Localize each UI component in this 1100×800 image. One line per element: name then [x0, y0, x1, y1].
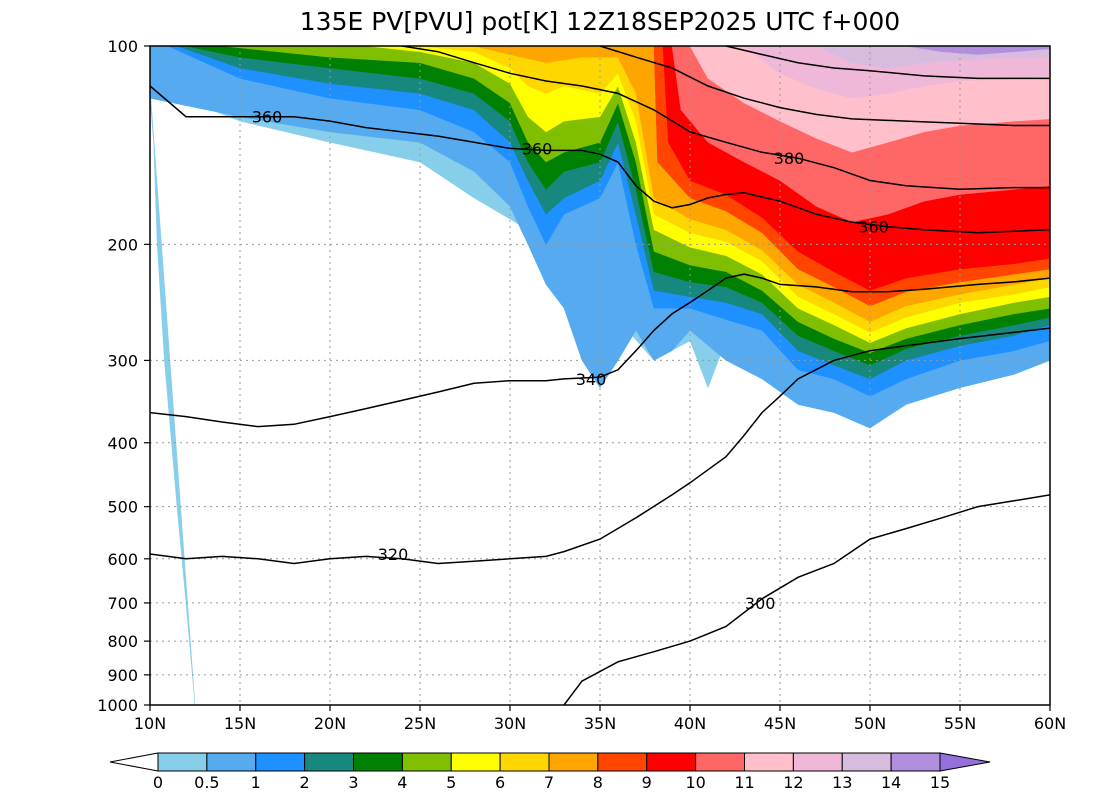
y-tick-label: 300	[107, 351, 138, 370]
theta-contour-320	[150, 327, 1050, 565]
x-tick-label: 55N	[944, 714, 976, 733]
theta-contour-380	[401, 46, 1050, 191]
theta-contour-300	[563, 494, 1050, 705]
colorbar-swatch	[255, 752, 306, 772]
colorbar-label: 8	[593, 773, 603, 792]
colorbar-swatch	[401, 752, 452, 772]
colorbar-swatch	[157, 752, 208, 772]
theta-contour-340	[150, 273, 1050, 428]
theta-contour-layer	[150, 46, 1050, 705]
colorbar-swatch	[206, 752, 257, 772]
colorbar-label: 3	[348, 773, 358, 792]
y-tick-label: 500	[107, 498, 138, 517]
plot-area	[150, 46, 1050, 705]
colorbar-label: 13	[832, 773, 852, 792]
colorbar-over-arrow	[939, 752, 991, 772]
colorbar-label: 5	[446, 773, 456, 792]
x-tick-label: 20N	[314, 714, 346, 733]
chart-title: 135E PV[PVU] pot[K] 12Z18SEP2025 UTC f+0…	[300, 7, 900, 36]
y-tick-label: 800	[107, 632, 138, 651]
grid-layer	[150, 46, 1050, 705]
x-tick-label: 30N	[494, 714, 526, 733]
colorbar: 0 0.5 1 2 3 4 5 6 7 8 9 10 11 12 13 14 15	[109, 752, 991, 792]
colorbar-swatch	[646, 752, 697, 772]
contour-label-layer: 300 320 340 360 360 360 380	[252, 108, 889, 613]
colorbar-label: 4	[397, 773, 407, 792]
colorbar-under-arrow	[109, 752, 159, 772]
contour-label-380: 380	[774, 149, 805, 168]
y-tick-label: 400	[107, 434, 138, 453]
x-tick-label: 10N	[134, 714, 166, 733]
colorbar-swatch	[353, 752, 403, 772]
colorbar-label: 7	[544, 773, 554, 792]
contour-label-320: 320	[378, 545, 409, 564]
colorbar-swatch	[597, 752, 648, 772]
colorbar-swatch	[841, 752, 892, 772]
colorbar-swatch	[548, 752, 599, 772]
colorbar-label: 9	[642, 773, 652, 792]
colorbar-label: 0	[153, 773, 163, 792]
colorbar-label: 15	[930, 773, 950, 792]
colorbar-label: 10	[685, 773, 705, 792]
colorbar-label: 14	[881, 773, 901, 792]
x-tick-label: 15N	[224, 714, 256, 733]
y-tick-label: 600	[107, 550, 138, 569]
contour-label-360: 360	[522, 139, 553, 158]
contour-label-360: 360	[252, 108, 283, 127]
x-tick-label: 60N	[1034, 714, 1066, 733]
colorbar-label: 1	[251, 773, 261, 792]
colorbar-label: 6	[495, 773, 505, 792]
y-axis: 100 200 300 400 500 600 700 800 900 1000	[97, 37, 150, 715]
colorbar-label: 12	[783, 773, 803, 792]
contour-label-340: 340	[576, 370, 607, 389]
y-tick-label: 900	[107, 666, 138, 685]
colorbar-swatch	[499, 752, 550, 772]
colorbar-label: 11	[734, 773, 754, 792]
y-tick-label: 200	[107, 235, 138, 254]
colorbar-swatch	[744, 752, 794, 772]
colorbar-swatch	[450, 752, 501, 772]
colorbar-swatch	[792, 752, 843, 772]
x-tick-label: 25N	[404, 714, 436, 733]
pv-band-16	[905, 46, 1050, 55]
y-tick-label: 700	[107, 594, 138, 613]
colorbar-label: 0.5	[194, 773, 219, 792]
contour-label-360: 360	[858, 218, 889, 237]
colorbar-label: 2	[300, 773, 310, 792]
colorbar-swatch	[304, 752, 354, 772]
y-tick-label: 100	[107, 37, 138, 56]
x-axis: 10N 15N 20N 25N 30N 35N 40N 45N 50N 55N 60N	[134, 705, 1066, 733]
contour-label-300: 300	[745, 594, 776, 613]
colorbar-swatch	[695, 752, 745, 772]
x-tick-label: 35N	[584, 714, 616, 733]
x-tick-label: 45N	[764, 714, 796, 733]
y-tick-label: 1000	[97, 696, 138, 715]
theta-contour-360	[150, 85, 1050, 234]
x-tick-label: 50N	[854, 714, 886, 733]
colorbar-swatch	[890, 752, 941, 772]
theta-contour-7	[599, 46, 1050, 127]
x-tick-label: 40N	[674, 714, 706, 733]
theta-contour-8	[725, 46, 1050, 80]
